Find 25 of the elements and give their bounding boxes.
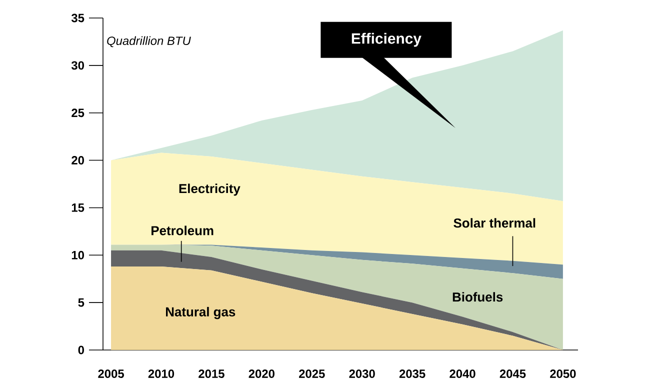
series-label: Electricity [179, 184, 240, 196]
x-tick-label: 2030 [349, 370, 375, 378]
series-label: Petroleum [152, 226, 214, 236]
x-tick-label: 2025 [299, 370, 325, 378]
x-tick-label: 2040 [450, 370, 476, 378]
series-label: Efficiency [352, 32, 422, 47]
x-tick-label: 2010 [148, 370, 174, 378]
x-tick-label: 2035 [399, 370, 426, 378]
y-tick-label: 25 [72, 108, 84, 118]
y-tick-label: 10 [72, 250, 84, 260]
y-tick-label: 0 [78, 346, 84, 354]
x-tick-label: 2020 [248, 370, 274, 378]
y-tick-label: 30 [71, 61, 84, 70]
series-label: Natural gas [166, 306, 236, 320]
x-tick-label: 2045 [500, 370, 526, 378]
x-tick-label: 2050 [550, 370, 576, 378]
text: Solar thermal [454, 218, 536, 228]
series-label: Biofuels [452, 292, 503, 302]
x-tick-label: 2015 [198, 370, 224, 378]
x-tick-label: 2005 [98, 370, 124, 378]
y-tick-label: 15 [72, 204, 84, 212]
y-tick-label: 5 [78, 298, 84, 307]
y-tick-label: 35 [71, 14, 84, 22]
y-tick-label: 20 [72, 156, 84, 165]
y-axis-title: Quadrillion BTU [107, 36, 191, 48]
